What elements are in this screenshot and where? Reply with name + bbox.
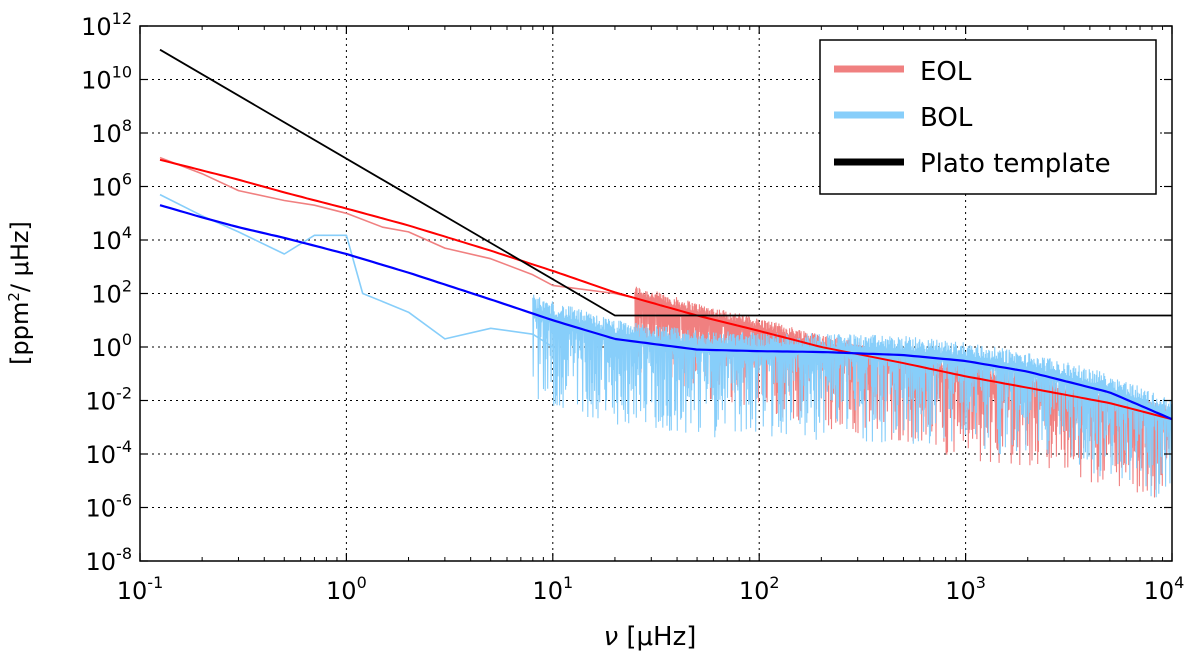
svg-text:108: 108 xyxy=(91,116,132,148)
legend-label-eol: EOL xyxy=(920,57,972,87)
bol-spectrum-noise xyxy=(532,294,1172,498)
noise-band-layer xyxy=(532,286,1172,498)
svg-text:102: 102 xyxy=(739,573,780,605)
legend-label-plato: Plato template xyxy=(920,149,1111,179)
eol-spectrum-line xyxy=(159,156,678,309)
svg-text:10-4: 10-4 xyxy=(86,437,133,469)
svg-text:102: 102 xyxy=(91,277,132,309)
y-tick-label: 102 xyxy=(91,277,132,309)
series-layer xyxy=(159,48,1172,421)
y-axis-title: [ppm2/ μHz] xyxy=(5,221,34,365)
svg-text:100: 100 xyxy=(91,330,132,362)
x-tick-label: 101 xyxy=(532,573,573,605)
svg-text:104: 104 xyxy=(91,223,132,255)
svg-text:100: 100 xyxy=(326,573,367,605)
bol-fit-line xyxy=(159,204,1172,421)
y-tick-label: 104 xyxy=(91,223,132,255)
x-axis-title: ν [μHz] xyxy=(604,622,697,652)
svg-text:10-6: 10-6 xyxy=(86,491,133,523)
svg-text:104: 104 xyxy=(1144,573,1185,605)
x-tick-label: 104 xyxy=(1144,573,1185,605)
svg-text:106: 106 xyxy=(91,170,132,202)
svg-text:10-1: 10-1 xyxy=(117,573,164,605)
svg-text:10-2: 10-2 xyxy=(86,384,133,416)
y-tick-label: 10-8 xyxy=(86,544,133,576)
x-tick-label: 102 xyxy=(739,573,780,605)
svg-text:101: 101 xyxy=(532,573,573,605)
legend: EOL BOL Plato template xyxy=(819,39,1157,195)
y-tick-label: 10-2 xyxy=(86,384,133,416)
y-tick-label: 100 xyxy=(91,330,132,362)
svg-text:10-8: 10-8 xyxy=(86,544,133,576)
y-tick-label: 1012 xyxy=(81,9,132,41)
y-tick-label: 10-4 xyxy=(86,437,133,469)
y-tick-label: 1010 xyxy=(81,63,132,95)
svg-text:1012: 1012 xyxy=(81,9,132,41)
x-tick-label: 100 xyxy=(326,573,367,605)
tick-layer: 10-1 100 101 102 103 104 10-8 10-6 10-4 10-2 100 10… xyxy=(81,9,1184,605)
bol-spectrum-line xyxy=(159,193,554,348)
svg-text:103: 103 xyxy=(945,573,986,605)
x-tick-label: 103 xyxy=(945,573,986,605)
y-tick-label: 10-6 xyxy=(86,491,133,523)
x-tick-label: 10-1 xyxy=(117,573,164,605)
y-tick-label: 106 xyxy=(91,170,132,202)
plato-template-line xyxy=(159,48,1172,317)
legend-label-bol: BOL xyxy=(920,103,973,133)
y-tick-label: 108 xyxy=(91,116,132,148)
svg-text:1010: 1010 xyxy=(81,63,132,95)
eol-fit-line xyxy=(159,158,1172,421)
